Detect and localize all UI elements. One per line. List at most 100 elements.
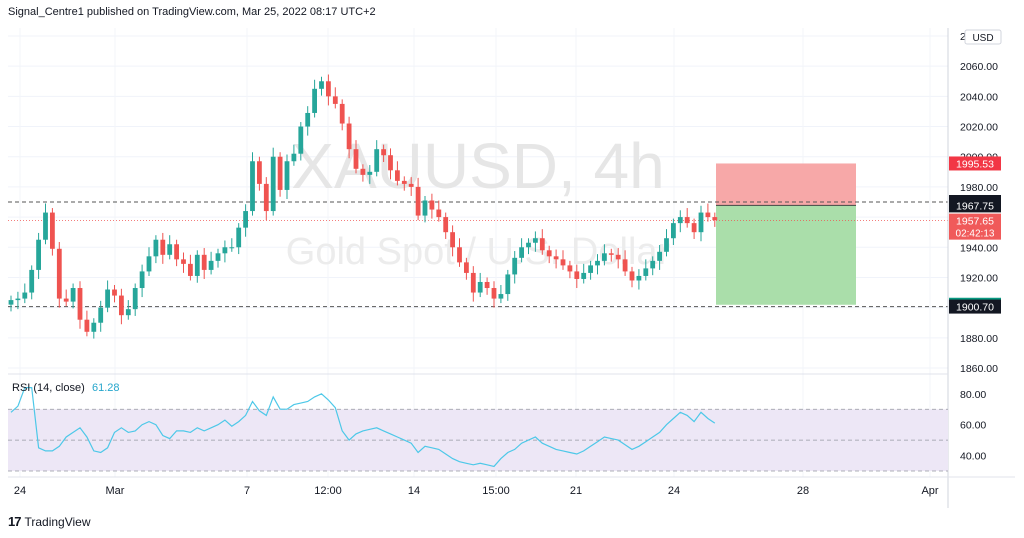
tradingview-mark-icon: 17: [8, 514, 22, 529]
candle-body: [705, 212, 711, 218]
candle-body: [84, 319, 90, 332]
time-tick-label: 24: [668, 485, 680, 497]
candle-body: [429, 200, 435, 210]
currency-button[interactable]: [964, 29, 1002, 45]
candle-body: [491, 288, 497, 299]
candle-body: [105, 289, 110, 308]
time-tick-label: 28: [797, 485, 809, 497]
candle-body: [229, 247, 235, 249]
candle-body: [222, 247, 228, 254]
horizontal-lines[interactable]: [8, 201, 948, 308]
candle-body: [284, 161, 290, 190]
rsi-pane[interactable]: RSI (14, close) 61.28 40.00 60.00 80.00: [8, 382, 986, 472]
candle-body: [77, 288, 83, 320]
last-price-label: 1957.65: [956, 216, 994, 228]
candle-body: [291, 153, 297, 162]
rsi-title: RSI (14, close): [12, 382, 85, 394]
description-watermark: Gold Spot / U.S. Dollar: [286, 231, 671, 273]
candle-body: [208, 260, 214, 270]
candle-body: [29, 269, 35, 293]
position-tool[interactable]: [716, 163, 856, 305]
candle-body: [132, 288, 138, 310]
candle-body: [484, 281, 490, 289]
candle-body: [119, 295, 124, 316]
rsi-value: 61.28: [92, 382, 120, 394]
candle-body: [243, 211, 248, 228]
candle-body: [615, 254, 621, 260]
price-tick-label: 2040.00: [960, 91, 998, 103]
candle-body: [15, 298, 21, 301]
entry-label-bg: [949, 198, 1001, 213]
candle-body: [581, 272, 587, 279]
publish-info: Signal_Centre1 published on TradingView.…: [8, 6, 376, 18]
candle-body: [194, 254, 200, 276]
candle-body: [381, 149, 386, 156]
candle-body: [360, 168, 366, 175]
candle-body: [602, 253, 607, 261]
price-tick-label: 2060.00: [960, 61, 998, 73]
candle-body: [63, 298, 69, 302]
candle-body: [477, 281, 483, 293]
candle-body: [201, 254, 207, 270]
candle-body: [174, 244, 179, 260]
entry-label: 1967.75: [956, 200, 994, 212]
candle-body: [43, 212, 48, 240]
symbol-watermark: XAUUSD, 4h: [291, 130, 664, 202]
candle-body: [298, 126, 304, 154]
candle-body: [401, 180, 407, 184]
candle-body: [608, 253, 614, 255]
price-scale[interactable]: 1860.001880.001900.001920.001940.001960.…: [947, 28, 1002, 508]
price-tick-label: 1880.00: [960, 333, 998, 345]
candle-body: [671, 223, 676, 239]
time-tick-label: 7: [244, 485, 250, 497]
candle-body: [567, 265, 573, 272]
take-profit-zone[interactable]: [716, 205, 856, 305]
candle-body: [188, 263, 193, 276]
candle-body: [560, 259, 566, 266]
candle-body: [98, 307, 104, 323]
candle-body: [595, 260, 600, 266]
candle-body: [629, 271, 635, 281]
candle-body: [270, 156, 276, 212]
candle-body: [464, 262, 469, 273]
price-pane[interactable]: XAUUSD, 4h Gold Spot / U.S. Dollar: [8, 28, 948, 477]
candle-body: [112, 289, 117, 296]
candle-body: [443, 217, 449, 233]
candle-body: [643, 268, 649, 276]
price-tick-label: 1920.00: [960, 272, 998, 284]
price-tick-label: 2020.00: [960, 122, 998, 134]
candle-body: [533, 238, 538, 243]
rsi-tick-label: 80.00: [960, 389, 986, 401]
price-grid: [8, 28, 948, 477]
candle-body: [257, 161, 262, 184]
tradingview-logo-text: TradingView: [24, 514, 91, 529]
candlesticks[interactable]: [8, 74, 718, 339]
price-tick-label: 1940.00: [960, 242, 998, 254]
stop-loss-zone[interactable]: [716, 163, 856, 206]
last-price-label-bg: [949, 213, 1001, 240]
candle-body: [146, 256, 152, 272]
candle-body: [236, 227, 242, 248]
candle-body: [657, 251, 662, 261]
time-axis[interactable]: 24 Mar 7 12:00 14 15:00 21 24 28 Apr: [8, 476, 1015, 497]
last-price-label-countdown: 02:42:13: [956, 229, 995, 240]
time-tick-label: 21: [570, 485, 582, 497]
rsi-series-line: [10, 387, 716, 468]
candle-body: [305, 112, 311, 127]
candle-body: [588, 265, 593, 273]
candle-body: [312, 88, 317, 113]
price-tick-label: 1980.00: [960, 182, 998, 194]
candle-body: [367, 171, 373, 175]
candle-body: [664, 238, 669, 252]
rsi-band: [8, 408, 948, 472]
chart-area[interactable]: XAUUSD, 4h Gold Spot / U.S. Dollar 1860.…: [8, 28, 1015, 508]
candle-body: [160, 239, 166, 255]
candle-body: [553, 256, 559, 260]
candle-body: [319, 81, 324, 89]
time-tick-label: 12:00: [314, 485, 342, 497]
tradingview-logo[interactable]: 17 TradingView: [8, 514, 91, 529]
candle-body: [677, 217, 683, 224]
candle-body: [408, 183, 414, 187]
candle-body: [263, 183, 269, 212]
candle-body: [698, 212, 704, 233]
